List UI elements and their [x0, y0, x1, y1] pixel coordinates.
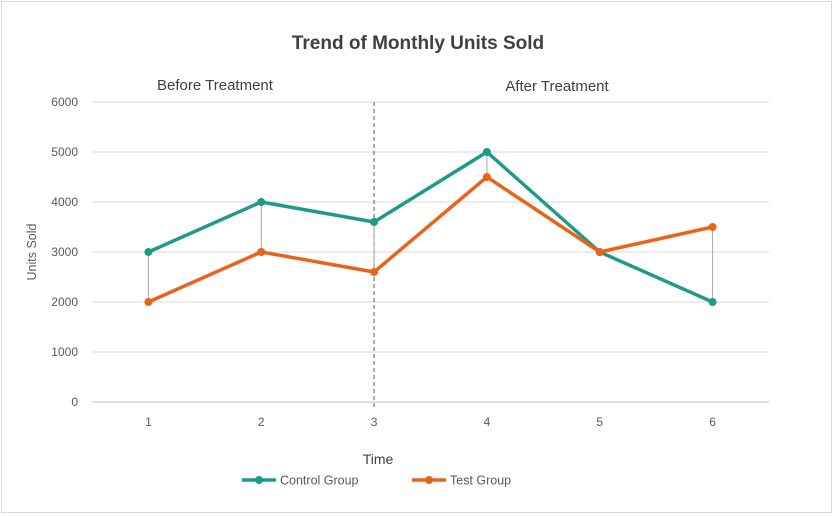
data-point-5	[595, 248, 604, 256]
legend-label: Test Group	[450, 474, 511, 488]
data-point-2	[257, 198, 266, 206]
x-tick-1: 1	[145, 415, 152, 429]
y-tick-4000: 4000	[51, 195, 78, 209]
annotation-after: After Treatment	[505, 78, 609, 95]
y-tick-2000: 2000	[51, 295, 78, 309]
data-point-1	[144, 248, 153, 256]
legend-item-control-group: Control Group	[242, 474, 359, 488]
legend-item-test-group: Test Group	[412, 474, 511, 488]
y-tick-labels: 0 1000 2000 3000 4000 5000 6000	[51, 95, 78, 409]
series-test-group	[144, 173, 717, 306]
x-tick-2: 2	[258, 415, 265, 429]
legend-swatch-marker	[425, 476, 433, 484]
y-tick-6000: 6000	[51, 95, 78, 109]
difference-connectors	[147, 152, 714, 302]
series-control-group	[144, 148, 717, 306]
series	[144, 148, 717, 306]
x-tick-6: 6	[709, 415, 716, 429]
legend-swatch-marker	[255, 476, 263, 484]
data-point-1	[144, 298, 153, 306]
y-tick-5000: 5000	[51, 145, 78, 159]
data-point-3	[370, 218, 379, 226]
legend-label: Control Group	[280, 474, 359, 488]
data-point-4	[482, 148, 491, 156]
annotation-before: Before Treatment	[157, 77, 274, 94]
chart-title: Trend of Monthly Units Sold	[292, 33, 544, 54]
x-axis-title: Time	[363, 451, 394, 467]
x-tick-4: 4	[484, 415, 491, 429]
y-tick-0: 0	[71, 395, 78, 409]
y-axis-title: Units Sold	[25, 223, 39, 280]
data-point-3	[370, 268, 379, 276]
gridlines	[92, 101, 769, 403]
legend: Control Group Test Group	[242, 474, 511, 488]
y-tick-1000: 1000	[51, 345, 78, 359]
data-point-2	[257, 248, 266, 256]
y-tick-3000: 3000	[51, 245, 78, 259]
data-point-6	[708, 223, 717, 231]
x-tick-labels: 1 2 3 4 5 6	[145, 415, 716, 429]
data-point-6	[708, 298, 717, 306]
x-tick-3: 3	[371, 415, 378, 429]
series-line	[146, 150, 715, 304]
data-point-4	[482, 173, 491, 181]
series-line	[146, 175, 715, 304]
x-tick-5: 5	[596, 415, 603, 429]
